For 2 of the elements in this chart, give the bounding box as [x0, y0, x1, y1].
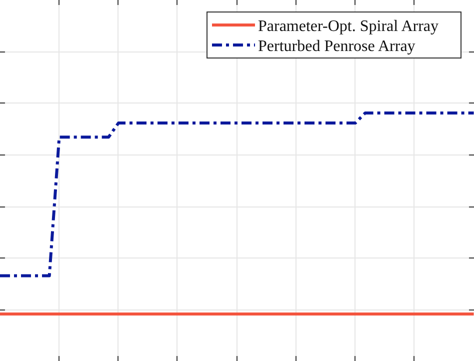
- legend-label: Perturbed Penrose Array: [258, 38, 416, 55]
- legend-label: Parameter-Opt. Spiral Array: [258, 18, 439, 35]
